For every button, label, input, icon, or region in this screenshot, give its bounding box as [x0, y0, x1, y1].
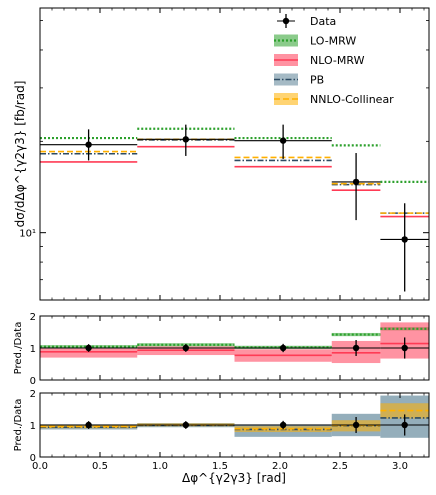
legend-label-nnlo-collinear: NNLO-Collinear — [310, 93, 394, 106]
ratio-panel-2: 0 1 2 0.0 0.5 1.0 1.5 2.0 2.5 3.0 Pred./Data Δφ^{… — [13, 8, 430, 485]
main-ticks: 10¹ — [19, 20, 429, 301]
ratio2-data-point-2 — [279, 421, 287, 429]
ratio2-data — [40, 414, 429, 436]
ratio2-bands — [40, 395, 429, 438]
ratio1-data-point-0 — [85, 344, 92, 352]
ratio2-ylabel: Pred./Data — [13, 399, 24, 452]
main-series — [40, 127, 429, 218]
ratio1-frame — [39, 315, 430, 381]
ratio1-ytick-label-2: 2 — [30, 312, 36, 323]
ratio1-data-point-4 — [401, 344, 408, 352]
ratio1-data — [40, 337, 429, 359]
xtick-label-0: 0.0 — [32, 461, 48, 472]
ratio1-data-point-1 — [182, 344, 190, 352]
ratio2-data-point-0 — [85, 421, 92, 429]
ratio2-ytick-label-1: 1 — [30, 421, 36, 432]
ratio1-ytick-label-0: 0 — [30, 376, 36, 387]
ratio2-ytick-label-2: 2 — [30, 389, 36, 400]
xtick-label-2: 1.0 — [152, 461, 168, 472]
ratio1-data-point-2 — [279, 344, 287, 352]
ratio-panel-1: 0 1 2 Pred./Data — [13, 312, 430, 387]
ratio2-frame — [39, 392, 430, 458]
ratio2-data-point-3 — [352, 421, 360, 429]
ratio1-data-point-3 — [352, 344, 360, 352]
ratio2-ytick-label-0: 0 — [30, 453, 36, 464]
legend-label-pb: PB — [310, 74, 324, 87]
main-panel: 10¹ dσ/dΔφ^{γ2γ3} [fb/rad] — [13, 7, 430, 301]
xtick-label-1: 0.5 — [92, 461, 108, 472]
main-data-point-3 — [352, 178, 360, 186]
legend: Data LO-MRW NLO-MRW PB NNLO-Collinear — [274, 14, 394, 106]
ratio1-nlo-mrw-band-0 — [40, 348, 138, 358]
ratio1-ytick-label-1: 1 — [30, 344, 36, 355]
main-data-point-1 — [182, 136, 190, 143]
xtick-label-4: 2.0 — [272, 461, 288, 472]
ratio2-ticks: 0 1 2 0.0 0.5 1.0 1.5 2.0 2.5 3.0 — [30, 8, 429, 472]
main-ytick-label-0: 10¹ — [19, 229, 36, 240]
ratio2-data-point-1 — [182, 421, 190, 429]
xtick-label-5: 2.5 — [332, 461, 348, 472]
main-ylabel: dσ/dΔφ^{γ2γ3} [fb/rad] — [13, 81, 27, 228]
legend-label-lo-mrw: LO-MRW — [310, 35, 356, 48]
main-data-point-0 — [85, 141, 92, 148]
xtick-label-6: 3.0 — [392, 461, 408, 472]
xtick-label-3: 1.5 — [212, 461, 228, 472]
ratio2-nnlo-collinear-band-4 — [380, 403, 429, 419]
legend-data-marker — [282, 17, 290, 25]
main-data-point-2 — [279, 137, 287, 144]
main-frame — [39, 7, 430, 301]
main-data-point-4 — [401, 236, 408, 243]
ratio1-bands — [40, 322, 429, 364]
legend-label-nlo-mrw: NLO-MRW — [310, 54, 365, 67]
x-axis-label: Δφ^{γ2γ3} [rad] — [182, 471, 286, 485]
main-data — [40, 124, 429, 292]
ratio1-ylabel: Pred./Data — [13, 322, 24, 375]
legend-label-data: Data — [310, 15, 336, 28]
ratio2-data-point-4 — [401, 421, 408, 429]
